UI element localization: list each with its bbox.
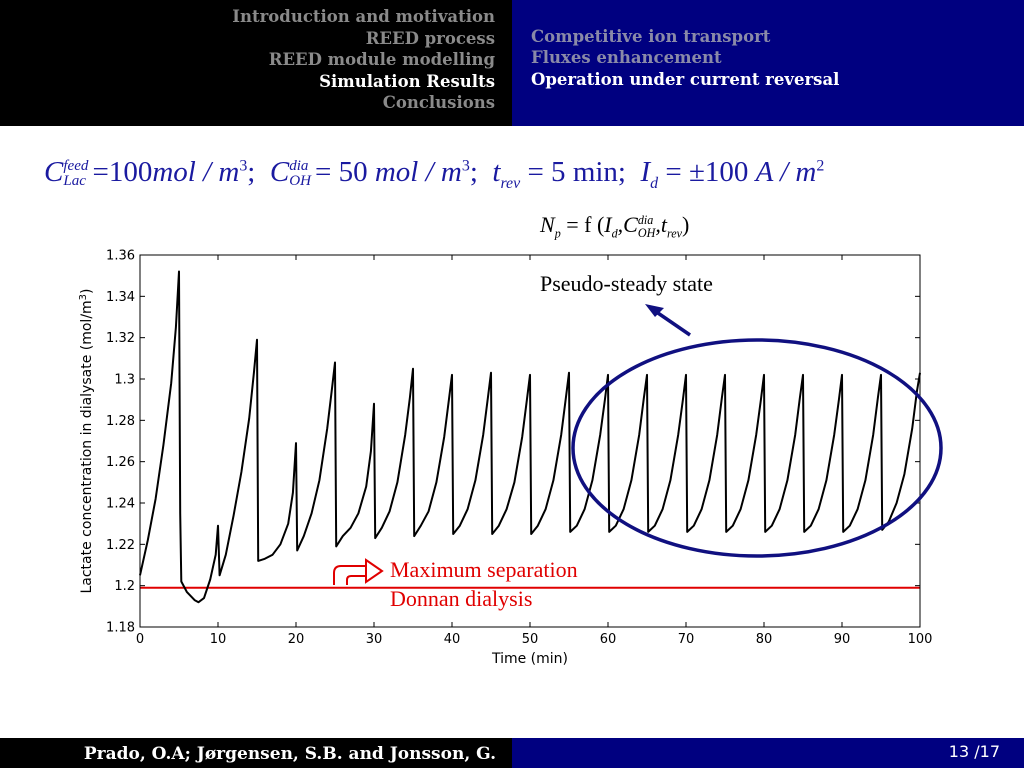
slide-footer: Prado, O.A; Jørgensen, S.B. and Jonsson,… <box>0 738 1024 768</box>
np-relation-equation: Np = f (Id,C dia OH ,trev) <box>540 212 690 241</box>
plot-area <box>139 270 921 604</box>
pseudo-steady-state-arrowhead <box>645 304 664 317</box>
lactate-concentration-line <box>139 270 921 604</box>
x-axis-label: Time (min) <box>491 651 568 667</box>
x-tick-label: 0 <box>136 632 144 647</box>
y-tick-label: 1.34 <box>106 290 135 305</box>
axis-ticks: 0 10 20 30 40 50 60 70 80 90 100 1.18 1.2 1.22 1.24 1.2… <box>106 249 932 648</box>
x-tick-label: 30 <box>366 632 383 647</box>
footer-authors-area: Prado, O.A; Jørgensen, S.B. and Jonsson,… <box>0 738 512 768</box>
max-separation-arrow-inner <box>346 575 366 585</box>
x-tick-label: 20 <box>288 632 305 647</box>
pseudo-steady-state-label: Pseudo-steady state <box>540 271 713 296</box>
lactate-concentration-chart: 0 10 20 30 40 50 60 70 80 90 100 1.18 1.2 1.22 1.24 1.2… <box>78 249 943 667</box>
nav-subsection-competitive-ion[interactable]: Competitive ion transport <box>531 27 771 46</box>
nav-section-reed-module[interactable]: REED module modelling <box>268 50 495 69</box>
nav-section-introduction[interactable]: Introduction and motivation <box>232 7 495 26</box>
y-tick-label: 1.26 <box>106 455 135 470</box>
x-tick-label: 90 <box>834 632 851 647</box>
y-tick-label: 1.28 <box>106 414 135 429</box>
nav-section-reed-process[interactable]: REED process <box>365 29 495 48</box>
x-tick-label: 70 <box>678 632 695 647</box>
x-tick-label: 10 <box>210 632 227 647</box>
nav-subsection-current-reversal[interactable]: Operation under current reversal <box>531 70 840 89</box>
max-separation-line2: Donnan dialysis <box>390 586 533 611</box>
x-tick-label: 40 <box>444 632 461 647</box>
x-tick-label: 60 <box>600 632 617 647</box>
slide-header: Introduction and motivation REED process… <box>0 0 1024 126</box>
max-separation-line1: Maximum separation <box>390 557 578 582</box>
max-separation-arrowhead <box>365 558 384 584</box>
x-tick-label: 80 <box>756 632 773 647</box>
pseudo-steady-state-arrow <box>654 309 691 337</box>
subsection-nav: Competitive ion transport Fluxes enhance… <box>512 0 1024 126</box>
y-tick-label: 1.24 <box>106 497 135 512</box>
y-tick-label: 1.32 <box>106 331 135 346</box>
page-number: 13 /17 <box>948 742 1000 761</box>
nav-subsection-fluxes[interactable]: Fluxes enhancement <box>531 48 722 67</box>
nav-section-simulation-results[interactable]: Simulation Results <box>319 72 495 91</box>
footer-page-area: 13 /17 <box>512 738 1024 768</box>
y-tick-label: 1.22 <box>106 538 135 553</box>
section-nav: Introduction and motivation REED process… <box>0 0 512 126</box>
nav-section-conclusions[interactable]: Conclusions <box>382 93 495 112</box>
plot-frame <box>139 254 921 628</box>
eq-t-rev: trev = 5 min; <box>492 156 626 192</box>
y-tick-label: 1.2 <box>114 579 135 594</box>
x-tick-label: 100 <box>908 632 933 647</box>
pseudo-steady-state-ellipse <box>571 338 943 558</box>
y-tick-label: 1.18 <box>106 621 135 636</box>
max-separation-label: Maximum separation Donnan dialysis <box>390 555 578 613</box>
x-tick-label: 50 <box>522 632 539 647</box>
max-separation-arrow-outer <box>333 565 366 585</box>
y-tick-label: 1.36 <box>106 249 135 264</box>
y-axis-label: Lactate concentration in dialysate (mol/… <box>78 288 95 593</box>
y-tick-label: 1.3 <box>114 373 135 388</box>
footer-authors: Prado, O.A; Jørgensen, S.B. and Jonsson,… <box>83 744 496 764</box>
eq-i-d: Id = ±100 A / m2 <box>640 156 825 192</box>
